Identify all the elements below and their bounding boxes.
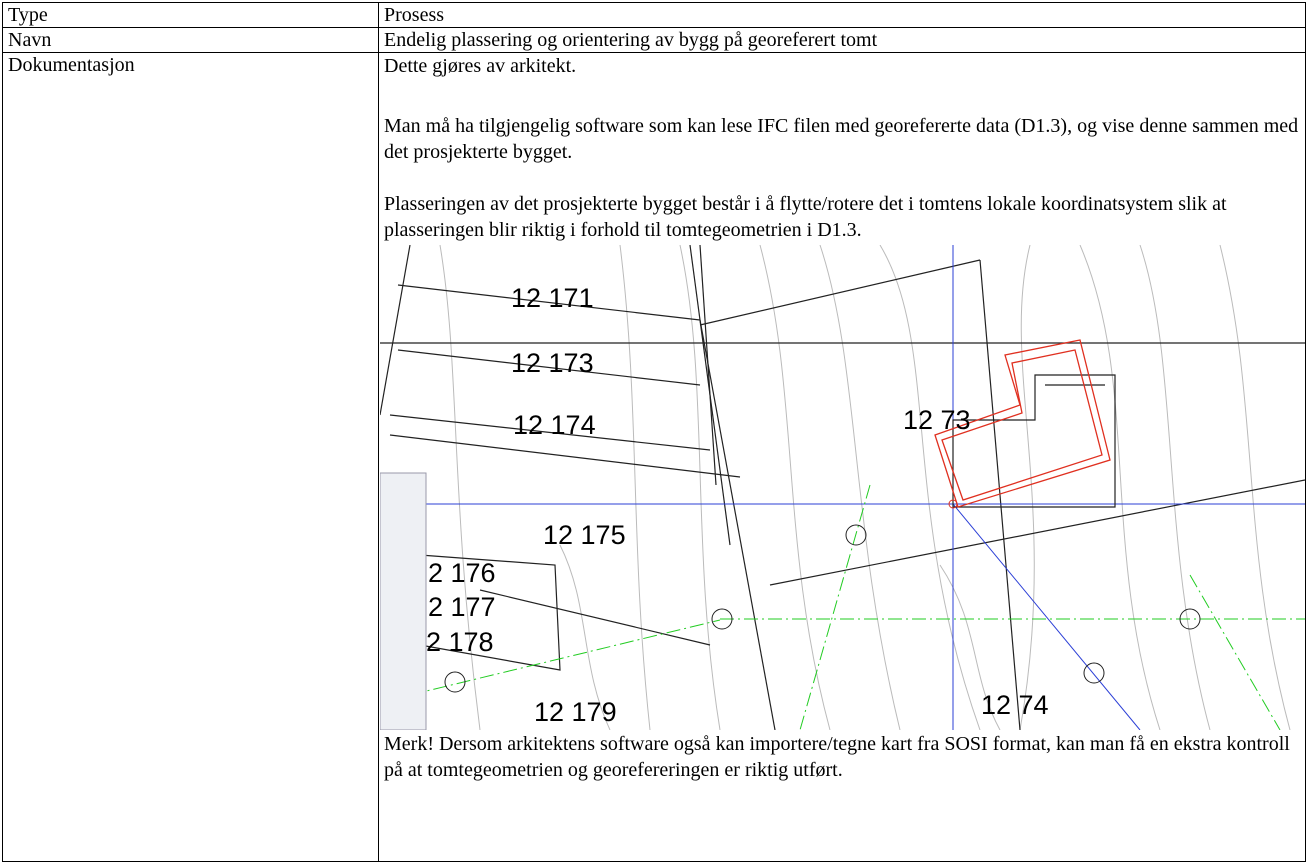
value-cell: Endelig plassering og orientering av byg…: [379, 28, 1306, 53]
row: Navn Endelig plassering og orientering a…: [3, 28, 1306, 53]
parcel-label: 2 176: [428, 558, 496, 588]
parcel-label: 12 171: [511, 283, 594, 313]
info-table: Type Prosess Navn Endelig plassering og …: [2, 2, 1306, 862]
key-cell: Type: [3, 3, 379, 28]
key-cell: Dokumentasjon: [3, 53, 379, 862]
parcel-label: 12 179: [534, 697, 617, 727]
paragraph: Man må ha tilgjengelig software som kan …: [384, 113, 1300, 165]
map-bg: [380, 245, 1305, 730]
parcel-label: 2 178: [426, 627, 494, 657]
key-cell: Navn: [3, 28, 379, 53]
paragraph: Dette gjøres av arkitekt.: [384, 53, 1300, 79]
parcel-label: 12 175: [543, 520, 626, 550]
parcel-label: 12 74: [981, 690, 1049, 720]
value-cell: Dette gjøres av arkitekt. Man må ha tilg…: [379, 53, 1306, 862]
row: Type Prosess: [3, 3, 1306, 28]
parcel-label: 2 177: [428, 592, 496, 622]
page: {"table":{"rows":[ ["Type","Prosess"], […: [0, 0, 1308, 863]
value-cell: Prosess: [379, 3, 1306, 28]
row: Dokumentasjon Dette gjøres av arkitekt. …: [3, 53, 1306, 862]
parcel-label: 12 173: [511, 348, 594, 378]
paragraph: Plasseringen av det prosjekterte bygget …: [384, 191, 1300, 243]
site-map: 12 171 12 173 12 174 12 73 12 175 2 176 …: [380, 245, 1305, 730]
parcel-label: 12 174: [513, 410, 596, 440]
side-panel: [380, 473, 426, 730]
parcel-label: 12 73: [903, 405, 971, 435]
note: Merk! Dersom arkitektens software også k…: [384, 731, 1300, 783]
